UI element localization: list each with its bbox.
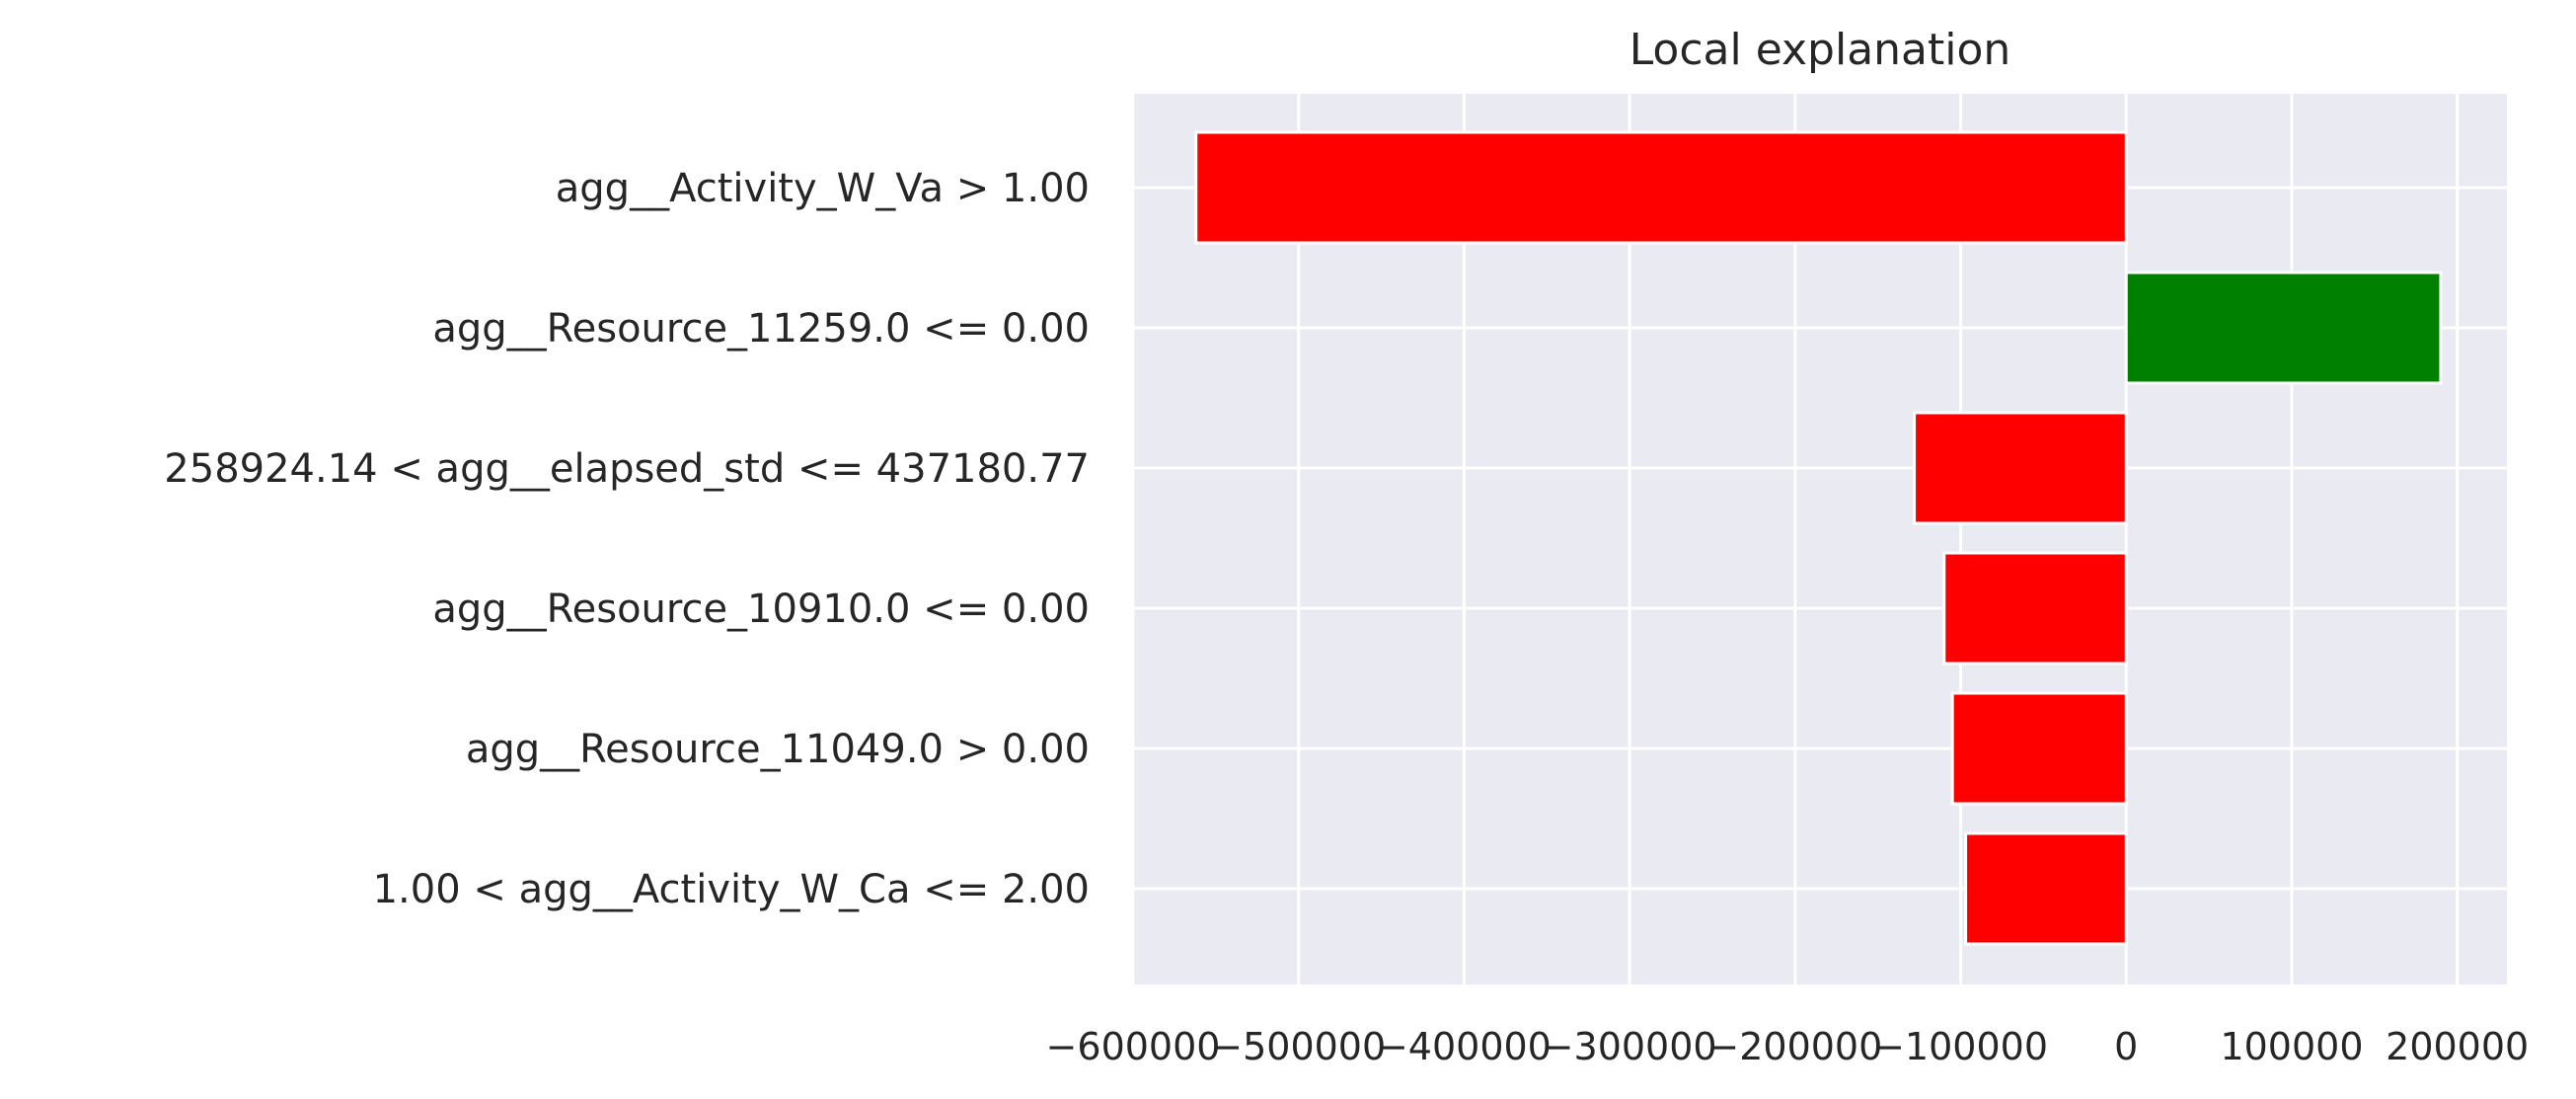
y-tick-label: agg__Resource_10910.0 <= 0.00 (432, 587, 1090, 632)
x-tick-label: −400000 (1377, 1025, 1552, 1068)
x-tick-label: −200000 (1707, 1025, 1882, 1068)
bars (1194, 130, 2443, 946)
x-tick-label: −100000 (1873, 1025, 2048, 1068)
y-tick-labels: agg__Activity_W_Va > 1.00 agg__Resource_1… (164, 166, 1090, 912)
y-tick-label: agg__Activity_W_Va > 1.00 (556, 166, 1090, 211)
bar-0 (1194, 130, 2128, 245)
bar-5 (1964, 831, 2128, 946)
x-tick-label: −600000 (1046, 1025, 1221, 1068)
x-tick-label: −300000 (1543, 1025, 1717, 1068)
y-tick-label: 258924.14 < agg__elapsed_std <= 437180.7… (164, 446, 1090, 492)
x-tick-labels: −600000−500000−400000−300000−200000−1000… (1046, 1025, 2530, 1068)
bar-4 (1950, 691, 2128, 806)
x-tick-label: 200000 (2386, 1025, 2529, 1068)
chart-title: Local explanation (1629, 25, 2011, 75)
bar-2 (1913, 411, 2128, 525)
x-tick-label: −500000 (1211, 1025, 1386, 1068)
y-tick-label: agg__Resource_11259.0 <= 0.00 (432, 306, 1090, 352)
bar-1 (2124, 271, 2443, 385)
y-tick-label: 1.00 < agg__Activity_W_Ca <= 2.00 (373, 867, 1090, 912)
x-tick-label: 0 (2114, 1025, 2138, 1068)
bar-3 (1942, 551, 2128, 666)
x-tick-label: 100000 (2220, 1025, 2363, 1068)
y-tick-label: agg__Resource_11049.0 > 0.00 (466, 727, 1090, 772)
